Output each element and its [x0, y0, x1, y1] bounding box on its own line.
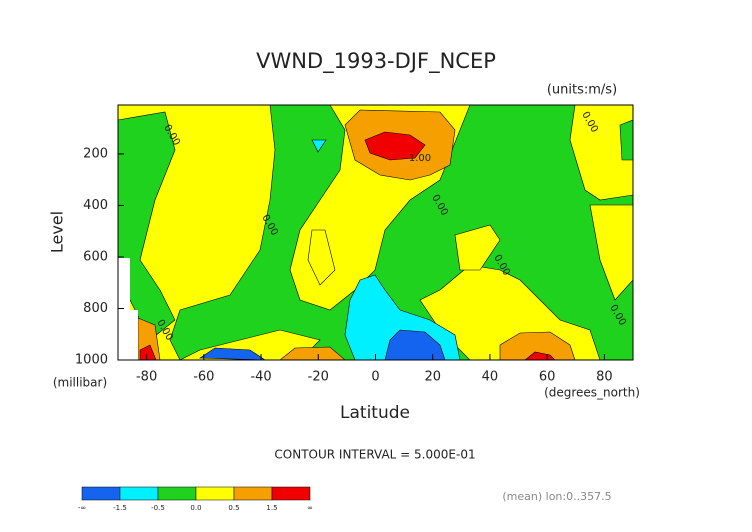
colorbar-label: -0.5	[151, 504, 165, 512]
contour-fill	[139, 344, 157, 360]
colorbar-box	[195, 486, 235, 501]
contour-interval: CONTOUR INTERVAL = 5.000E-01	[274, 448, 475, 462]
contour-fill	[307, 229, 336, 286]
units: (units:m/s)	[547, 83, 617, 98]
x-tick-label: -20	[308, 370, 329, 385]
x-tick-label: 0	[371, 370, 379, 385]
missing-data	[118, 258, 138, 360]
colorbar-label: -1.5	[113, 504, 127, 512]
contour-fill	[364, 131, 426, 161]
colorbar-box	[233, 486, 273, 501]
x-axis-label: Latitude	[340, 403, 410, 423]
y-tick-label: 1000	[75, 353, 108, 368]
y-tick-label: 800	[83, 301, 108, 316]
footer: (mean) lon:0..357.5	[502, 490, 611, 503]
y-unit: (millibar)	[53, 376, 107, 390]
y-tick-label: 600	[83, 249, 108, 264]
colorbar-label: 0.5	[228, 504, 239, 512]
contour-label: 1.00	[409, 153, 431, 164]
y-axis-label: Level	[48, 211, 67, 253]
contour-fill	[499, 331, 576, 360]
contour-fill	[311, 139, 327, 153]
colorbar-label: 1.5	[266, 504, 277, 512]
x-tick-label: 40	[482, 370, 499, 385]
contour-fill	[384, 329, 446, 360]
x-tick-label: 80	[596, 370, 613, 385]
contour-fill	[169, 105, 633, 360]
contour-fill	[199, 347, 266, 360]
chart-title: VWND_1993-DJF_NCEP	[256, 49, 496, 74]
colorbar-label: -∞	[78, 504, 86, 512]
colorbar-box	[119, 486, 159, 501]
x-tick-label: 60	[539, 370, 556, 385]
x-tick-label: -60	[193, 370, 214, 385]
colorbar-box	[271, 486, 311, 501]
x-tick-label: -40	[250, 370, 271, 385]
contour-fill	[619, 119, 633, 161]
x-unit: (degrees_north)	[544, 386, 640, 400]
x-tick-label: 20	[424, 370, 441, 385]
colorbar-box	[81, 486, 121, 501]
colorbar-box	[157, 486, 197, 501]
x-tick-label: -80	[136, 370, 157, 385]
contour-fill	[279, 346, 346, 360]
y-tick-label: 200	[83, 146, 108, 161]
colorbar-label: 0.0	[190, 504, 201, 512]
contour-fill	[454, 224, 501, 271]
colorbar-label: ∞	[307, 504, 313, 512]
y-tick-label: 400	[83, 198, 108, 213]
contour-fill	[589, 204, 633, 301]
